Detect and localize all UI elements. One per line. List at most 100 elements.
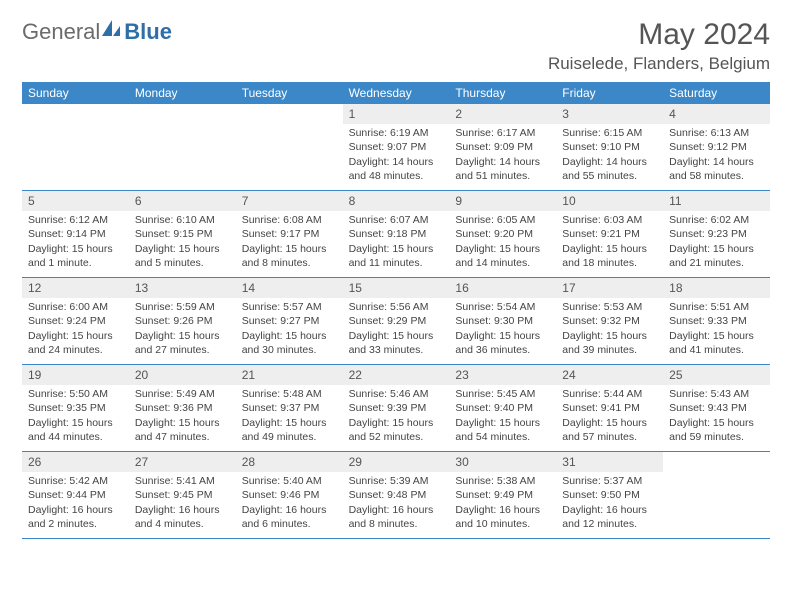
- daylight-line: Daylight: 16 hours and 8 minutes.: [349, 503, 444, 531]
- sunrise-line: Sunrise: 6:03 AM: [562, 213, 657, 227]
- day-cell: 30Sunrise: 5:38 AMSunset: 9:49 PMDayligh…: [449, 452, 556, 538]
- day-number: 8: [343, 191, 450, 211]
- daylight-line: Daylight: 15 hours and 27 minutes.: [135, 329, 230, 357]
- day-content: Sunrise: 5:45 AMSunset: 9:40 PMDaylight:…: [449, 385, 556, 448]
- sunrise-line: Sunrise: 5:40 AM: [242, 474, 337, 488]
- day-number: 5: [22, 191, 129, 211]
- day-number: 3: [556, 104, 663, 124]
- sunrise-line: Sunrise: 5:42 AM: [28, 474, 123, 488]
- day-number: 18: [663, 278, 770, 298]
- day-cell: 21Sunrise: 5:48 AMSunset: 9:37 PMDayligh…: [236, 365, 343, 451]
- sunset-line: Sunset: 9:23 PM: [669, 227, 764, 241]
- logo-text-blue: Blue: [124, 19, 172, 45]
- day-content: Sunrise: 6:19 AMSunset: 9:07 PMDaylight:…: [343, 124, 450, 187]
- day-cell: 1Sunrise: 6:19 AMSunset: 9:07 PMDaylight…: [343, 104, 450, 190]
- sunrise-line: Sunrise: 6:15 AM: [562, 126, 657, 140]
- day-cell: 3Sunrise: 6:15 AMSunset: 9:10 PMDaylight…: [556, 104, 663, 190]
- sunset-line: Sunset: 9:33 PM: [669, 314, 764, 328]
- day-number: 24: [556, 365, 663, 385]
- sunrise-line: Sunrise: 6:08 AM: [242, 213, 337, 227]
- sunrise-line: Sunrise: 6:10 AM: [135, 213, 230, 227]
- day-content: Sunrise: 6:03 AMSunset: 9:21 PMDaylight:…: [556, 211, 663, 274]
- day-content: Sunrise: 5:43 AMSunset: 9:43 PMDaylight:…: [663, 385, 770, 448]
- sunrise-line: Sunrise: 5:51 AM: [669, 300, 764, 314]
- daylight-line: Daylight: 15 hours and 47 minutes.: [135, 416, 230, 444]
- daylight-line: Daylight: 16 hours and 2 minutes.: [28, 503, 123, 531]
- sunset-line: Sunset: 9:45 PM: [135, 488, 230, 502]
- sunset-line: Sunset: 9:17 PM: [242, 227, 337, 241]
- daylight-line: Daylight: 14 hours and 51 minutes.: [455, 155, 550, 183]
- sunrise-line: Sunrise: 5:38 AM: [455, 474, 550, 488]
- sunrise-line: Sunrise: 5:46 AM: [349, 387, 444, 401]
- sunrise-line: Sunrise: 5:49 AM: [135, 387, 230, 401]
- sunrise-line: Sunrise: 5:59 AM: [135, 300, 230, 314]
- daylight-line: Daylight: 15 hours and 59 minutes.: [669, 416, 764, 444]
- daylight-line: Daylight: 15 hours and 5 minutes.: [135, 242, 230, 270]
- daylight-line: Daylight: 15 hours and 39 minutes.: [562, 329, 657, 357]
- sunset-line: Sunset: 9:41 PM: [562, 401, 657, 415]
- day-number: 4: [663, 104, 770, 124]
- day-cell: 19Sunrise: 5:50 AMSunset: 9:35 PMDayligh…: [22, 365, 129, 451]
- day-content: Sunrise: 5:37 AMSunset: 9:50 PMDaylight:…: [556, 472, 663, 535]
- empty-cell: [129, 104, 236, 190]
- day-content: Sunrise: 6:15 AMSunset: 9:10 PMDaylight:…: [556, 124, 663, 187]
- sunset-line: Sunset: 9:09 PM: [455, 140, 550, 154]
- sunrise-line: Sunrise: 5:44 AM: [562, 387, 657, 401]
- day-cell: 4Sunrise: 6:13 AMSunset: 9:12 PMDaylight…: [663, 104, 770, 190]
- day-content: Sunrise: 5:48 AMSunset: 9:37 PMDaylight:…: [236, 385, 343, 448]
- logo-sail-icon: [100, 18, 122, 45]
- day-cell: 22Sunrise: 5:46 AMSunset: 9:39 PMDayligh…: [343, 365, 450, 451]
- sunset-line: Sunset: 9:29 PM: [349, 314, 444, 328]
- day-number: 28: [236, 452, 343, 472]
- day-content: Sunrise: 6:17 AMSunset: 9:09 PMDaylight:…: [449, 124, 556, 187]
- day-content: Sunrise: 5:56 AMSunset: 9:29 PMDaylight:…: [343, 298, 450, 361]
- sunset-line: Sunset: 9:43 PM: [669, 401, 764, 415]
- sunset-line: Sunset: 9:48 PM: [349, 488, 444, 502]
- day-cell: 26Sunrise: 5:42 AMSunset: 9:44 PMDayligh…: [22, 452, 129, 538]
- daylight-line: Daylight: 16 hours and 6 minutes.: [242, 503, 337, 531]
- day-number: 20: [129, 365, 236, 385]
- day-number: 30: [449, 452, 556, 472]
- daylight-line: Daylight: 15 hours and 1 minute.: [28, 242, 123, 270]
- day-content: Sunrise: 5:59 AMSunset: 9:26 PMDaylight:…: [129, 298, 236, 361]
- day-content: Sunrise: 5:51 AMSunset: 9:33 PMDaylight:…: [663, 298, 770, 361]
- sunset-line: Sunset: 9:35 PM: [28, 401, 123, 415]
- sunset-line: Sunset: 9:40 PM: [455, 401, 550, 415]
- day-cell: 9Sunrise: 6:05 AMSunset: 9:20 PMDaylight…: [449, 191, 556, 277]
- week-row: 26Sunrise: 5:42 AMSunset: 9:44 PMDayligh…: [22, 452, 770, 539]
- day-content: Sunrise: 6:13 AMSunset: 9:12 PMDaylight:…: [663, 124, 770, 187]
- month-title: May 2024: [548, 18, 770, 52]
- sunset-line: Sunset: 9:07 PM: [349, 140, 444, 154]
- sunset-line: Sunset: 9:10 PM: [562, 140, 657, 154]
- daylight-line: Daylight: 15 hours and 41 minutes.: [669, 329, 764, 357]
- sunrise-line: Sunrise: 5:41 AM: [135, 474, 230, 488]
- sunrise-line: Sunrise: 5:57 AM: [242, 300, 337, 314]
- day-cell: 5Sunrise: 6:12 AMSunset: 9:14 PMDaylight…: [22, 191, 129, 277]
- day-cell: 2Sunrise: 6:17 AMSunset: 9:09 PMDaylight…: [449, 104, 556, 190]
- day-content: Sunrise: 5:57 AMSunset: 9:27 PMDaylight:…: [236, 298, 343, 361]
- page-header: General Blue May 2024 Ruiselede, Flander…: [22, 18, 770, 74]
- day-content: Sunrise: 5:39 AMSunset: 9:48 PMDaylight:…: [343, 472, 450, 535]
- day-cell: 25Sunrise: 5:43 AMSunset: 9:43 PMDayligh…: [663, 365, 770, 451]
- day-number: 7: [236, 191, 343, 211]
- daylight-line: Daylight: 14 hours and 48 minutes.: [349, 155, 444, 183]
- day-number: 31: [556, 452, 663, 472]
- sunrise-line: Sunrise: 6:12 AM: [28, 213, 123, 227]
- day-number: 26: [22, 452, 129, 472]
- day-cell: 11Sunrise: 6:02 AMSunset: 9:23 PMDayligh…: [663, 191, 770, 277]
- sunrise-line: Sunrise: 6:13 AM: [669, 126, 764, 140]
- week-row: 5Sunrise: 6:12 AMSunset: 9:14 PMDaylight…: [22, 191, 770, 278]
- day-cell: 23Sunrise: 5:45 AMSunset: 9:40 PMDayligh…: [449, 365, 556, 451]
- daylight-line: Daylight: 15 hours and 8 minutes.: [242, 242, 337, 270]
- daylight-line: Daylight: 16 hours and 12 minutes.: [562, 503, 657, 531]
- day-number: 6: [129, 191, 236, 211]
- weekday-header: Wednesday: [343, 82, 450, 104]
- sunset-line: Sunset: 9:36 PM: [135, 401, 230, 415]
- sunrise-line: Sunrise: 6:07 AM: [349, 213, 444, 227]
- day-number: 12: [22, 278, 129, 298]
- weekday-header-row: SundayMondayTuesdayWednesdayThursdayFrid…: [22, 82, 770, 104]
- sunset-line: Sunset: 9:20 PM: [455, 227, 550, 241]
- sunrise-line: Sunrise: 5:48 AM: [242, 387, 337, 401]
- daylight-line: Daylight: 15 hours and 14 minutes.: [455, 242, 550, 270]
- day-content: Sunrise: 6:12 AMSunset: 9:14 PMDaylight:…: [22, 211, 129, 274]
